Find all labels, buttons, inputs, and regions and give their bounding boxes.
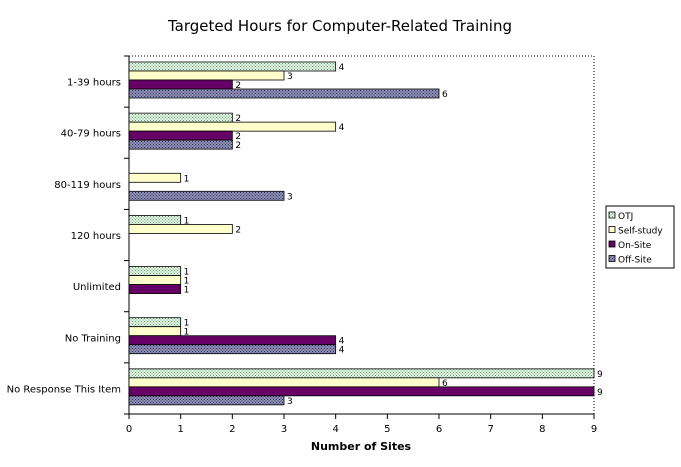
bar-on-site — [128, 335, 337, 346]
bar-off-site — [128, 395, 285, 406]
bar-value-label: 6 — [442, 90, 448, 100]
bar-value-label: 1 — [184, 277, 190, 287]
x-tick-label: 1 — [177, 424, 183, 435]
bar-self-study — [128, 70, 285, 81]
bar-self-study — [128, 377, 440, 388]
bar-value-label: 1 — [184, 286, 190, 296]
category-label: 40-79 hours — [61, 129, 121, 140]
bar-value-label: 3 — [287, 192, 293, 202]
legend-label: On-Site — [618, 241, 652, 251]
bar-otj — [128, 368, 595, 379]
bar-self-study — [128, 275, 182, 285]
x-tick-label: 2 — [229, 424, 235, 435]
bar-otj — [128, 266, 182, 276]
bar-on-site — [128, 386, 595, 397]
x-tick-label: 8 — [539, 424, 545, 435]
x-tick-label: 9 — [591, 424, 597, 435]
plot-area — [124, 55, 595, 415]
bar-self-study — [128, 224, 233, 234]
legend-label: OTJ — [618, 212, 633, 222]
bar-on-site — [128, 284, 182, 294]
legend: OTJ Self-study On-Site Off-Site — [605, 205, 675, 269]
chart-title: Targeted Hours for Computer-Related Trai… — [167, 17, 512, 35]
bar-value-label: 2 — [235, 225, 241, 235]
x-tick-label: 3 — [281, 424, 287, 435]
category-label: No Response This Item — [7, 384, 121, 395]
category-label: 120 hours — [71, 231, 121, 242]
bar-value-label: 1 — [184, 174, 190, 184]
category-labels: 1-39 hours 40-79 hours 80-119 hours 120 hou… — [7, 78, 121, 396]
category-label: 1-39 hours — [67, 78, 121, 89]
bar-off-site — [128, 139, 233, 150]
bar-value-label: 2 — [235, 81, 241, 91]
bar-otj — [128, 317, 182, 328]
bar-value-label: 2 — [235, 141, 241, 151]
bar-value-label: 1 — [184, 328, 190, 338]
bar-value-label: 3 — [287, 397, 293, 407]
bar-value-label: 2 — [235, 132, 241, 142]
bar-value-label: 4 — [339, 346, 345, 356]
x-tick-label: 7 — [487, 424, 493, 435]
x-tick-label: 4 — [332, 424, 338, 435]
category-label: Unlimited — [73, 282, 121, 293]
bar-off-site — [128, 88, 440, 99]
legend-swatch — [608, 255, 616, 262]
legend-swatch — [608, 240, 616, 248]
legend-label: Off-Site — [618, 256, 652, 266]
bar-value-label: 9 — [597, 370, 603, 380]
bar-value-label: 1 — [184, 216, 190, 226]
bar-on-site — [128, 79, 233, 90]
bar-otj — [128, 215, 182, 225]
category-label: 80-119 hours — [54, 180, 121, 191]
x-axis-ticks: 0 1 2 3 4 5 6 7 8 9 — [126, 414, 597, 435]
bar-value-label: 1 — [184, 268, 190, 278]
category-label: No Training — [65, 333, 121, 344]
bar-value-label: 3 — [287, 72, 293, 82]
bar-off-site — [128, 190, 285, 201]
bar-value-label: 4 — [339, 123, 345, 133]
bar-self-study — [128, 121, 337, 132]
legend-box — [605, 205, 675, 269]
x-tick-label: 0 — [126, 424, 132, 435]
bar-value-label: 6 — [442, 379, 448, 389]
legend-swatch — [608, 211, 616, 219]
x-axis-label: Number of Sites — [311, 440, 412, 453]
legend-swatch — [608, 226, 616, 233]
bar-value-label: 4 — [339, 63, 345, 73]
bar-value-label: 4 — [339, 337, 345, 347]
legend-label: Self-study — [618, 227, 663, 237]
bars — [128, 61, 595, 406]
bar-self-study — [128, 172, 182, 183]
bar-value-label: 1 — [184, 319, 190, 329]
bar-self-study — [128, 326, 182, 337]
bar-otj — [128, 112, 233, 123]
bar-value-label: 9 — [597, 388, 603, 398]
x-tick-label: 6 — [436, 424, 442, 435]
bar-off-site — [128, 344, 337, 355]
x-tick-label: 5 — [384, 424, 390, 435]
bar-value-label: 2 — [235, 114, 241, 124]
bar-on-site — [128, 130, 233, 141]
bar-otj — [128, 61, 337, 72]
